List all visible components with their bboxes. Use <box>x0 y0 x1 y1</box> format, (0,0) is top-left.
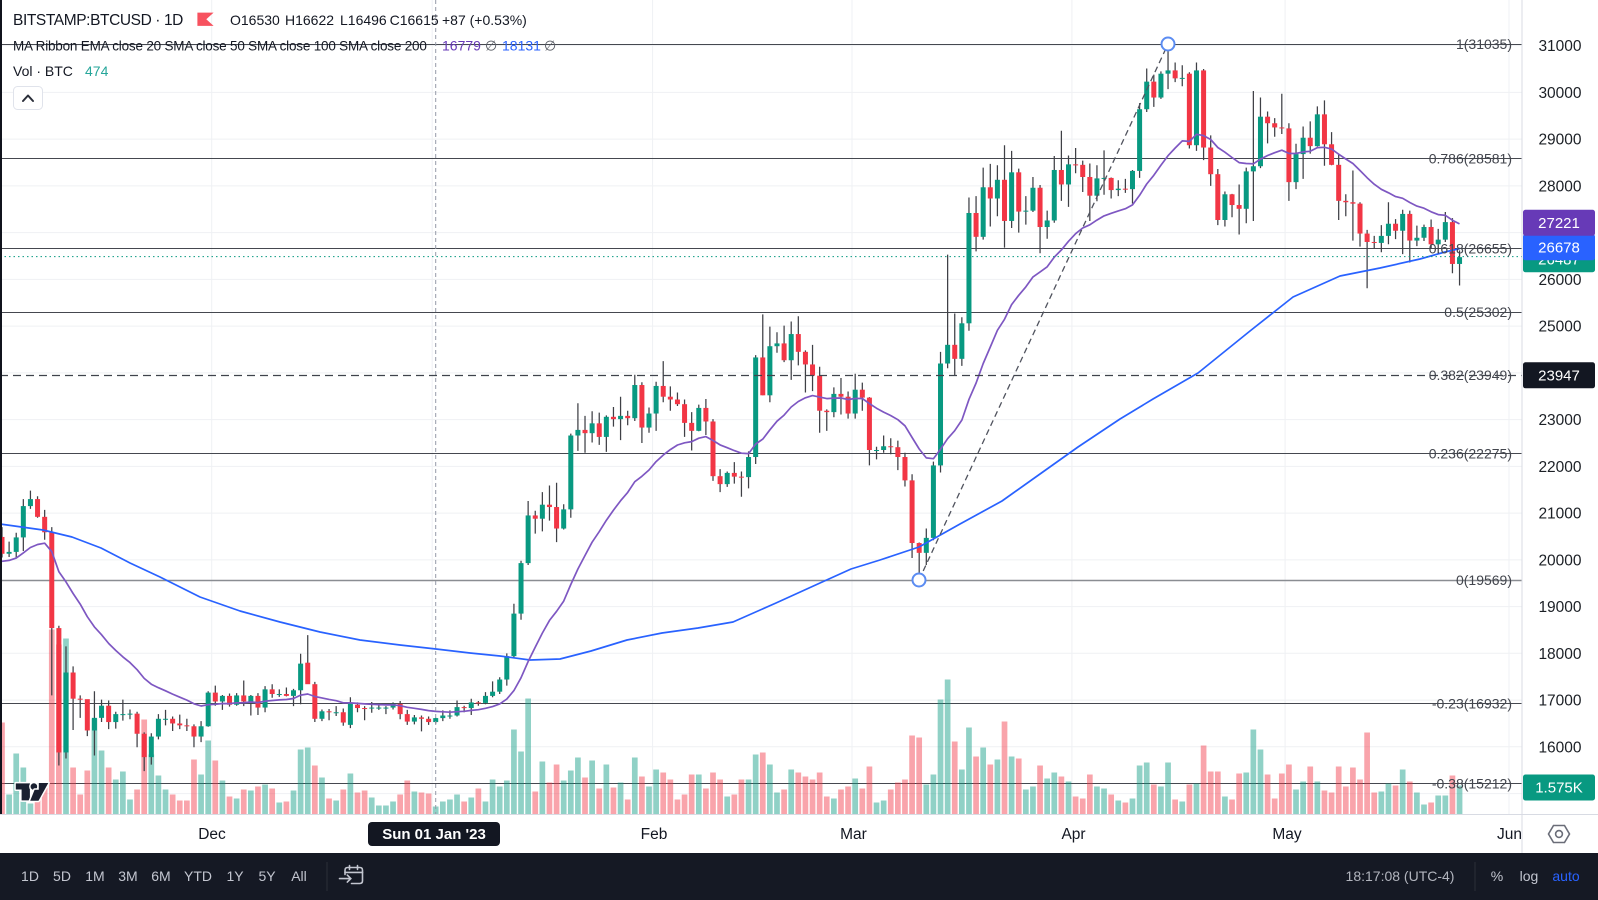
svg-text:∅: ∅ <box>485 38 497 54</box>
svg-text:C16615: C16615 <box>390 12 439 28</box>
svg-text:26678: 26678 <box>1538 239 1580 256</box>
svg-text:23000: 23000 <box>1538 412 1581 429</box>
svg-text:All: All <box>291 868 307 884</box>
svg-text:Dec: Dec <box>198 826 226 843</box>
svg-text:20000: 20000 <box>1538 552 1581 569</box>
svg-text:0.5(25302): 0.5(25302) <box>1444 304 1512 320</box>
svg-text:18131: 18131 <box>502 38 541 54</box>
svg-text:474: 474 <box>85 63 109 79</box>
svg-text:27221: 27221 <box>1538 215 1580 232</box>
svg-text:log: log <box>1520 868 1539 884</box>
svg-text:Apr: Apr <box>1061 826 1085 843</box>
svg-text:26000: 26000 <box>1538 272 1581 289</box>
svg-text:22000: 22000 <box>1538 459 1581 476</box>
svg-text:May: May <box>1272 826 1302 843</box>
svg-text:5D: 5D <box>53 868 71 884</box>
svg-text:YTD: YTD <box>184 868 212 884</box>
svg-text:0.786(28581): 0.786(28581) <box>1429 151 1512 167</box>
svg-text:23947: 23947 <box>1538 368 1580 385</box>
svg-text:1(31035): 1(31035) <box>1456 36 1512 52</box>
svg-text:auto: auto <box>1552 868 1579 884</box>
svg-text:MA Ribbon EMA close 20 SMA clo: MA Ribbon EMA close 20 SMA close 50 SMA … <box>13 39 427 54</box>
svg-text:3M: 3M <box>118 868 137 884</box>
svg-text:1Y: 1Y <box>226 868 244 884</box>
svg-text:%: % <box>1491 868 1503 884</box>
svg-text:30000: 30000 <box>1538 85 1581 102</box>
svg-text:19000: 19000 <box>1538 599 1581 616</box>
svg-text:H16622: H16622 <box>285 12 334 28</box>
svg-text:6M: 6M <box>151 868 170 884</box>
svg-text:Feb: Feb <box>641 826 668 843</box>
svg-text:5Y: 5Y <box>258 868 276 884</box>
svg-text:0(19569): 0(19569) <box>1456 572 1512 588</box>
svg-text:25000: 25000 <box>1538 319 1581 336</box>
svg-text:17000: 17000 <box>1538 693 1581 710</box>
svg-text:0.382(23949): 0.382(23949) <box>1429 367 1512 383</box>
svg-text:L16496: L16496 <box>340 12 387 28</box>
svg-text:18000: 18000 <box>1538 646 1581 663</box>
svg-text:29000: 29000 <box>1538 132 1581 149</box>
svg-text:Jun: Jun <box>1497 826 1522 843</box>
svg-text:BITSTAMP:BTCUSD · 1D: BITSTAMP:BTCUSD · 1D <box>13 12 183 29</box>
svg-text:1M: 1M <box>85 868 104 884</box>
svg-text:∅: ∅ <box>544 38 556 54</box>
svg-text:0.236(22275): 0.236(22275) <box>1429 446 1512 462</box>
svg-text:Mar: Mar <box>840 826 867 843</box>
svg-text:18:17:08 (UTC-4): 18:17:08 (UTC-4) <box>1346 868 1455 884</box>
svg-text:Sun 01 Jan '23: Sun 01 Jan '23 <box>382 826 486 843</box>
svg-text:+87 (+0.53%): +87 (+0.53%) <box>442 12 527 28</box>
svg-text:31000: 31000 <box>1538 38 1581 55</box>
svg-text:28000: 28000 <box>1538 178 1581 195</box>
svg-text:16779: 16779 <box>442 38 481 54</box>
svg-text:-0.38(15212): -0.38(15212) <box>1432 776 1512 792</box>
svg-text:Vol · BTC: Vol · BTC <box>13 63 73 79</box>
svg-text:1D: 1D <box>21 868 39 884</box>
svg-text:0.618(26655): 0.618(26655) <box>1429 241 1512 257</box>
svg-text:21000: 21000 <box>1538 506 1581 523</box>
svg-text:O16530: O16530 <box>230 12 280 28</box>
svg-text:16000: 16000 <box>1538 739 1581 756</box>
svg-text:1.575K: 1.575K <box>1535 780 1583 797</box>
svg-text:-0.23(16932): -0.23(16932) <box>1432 695 1512 711</box>
